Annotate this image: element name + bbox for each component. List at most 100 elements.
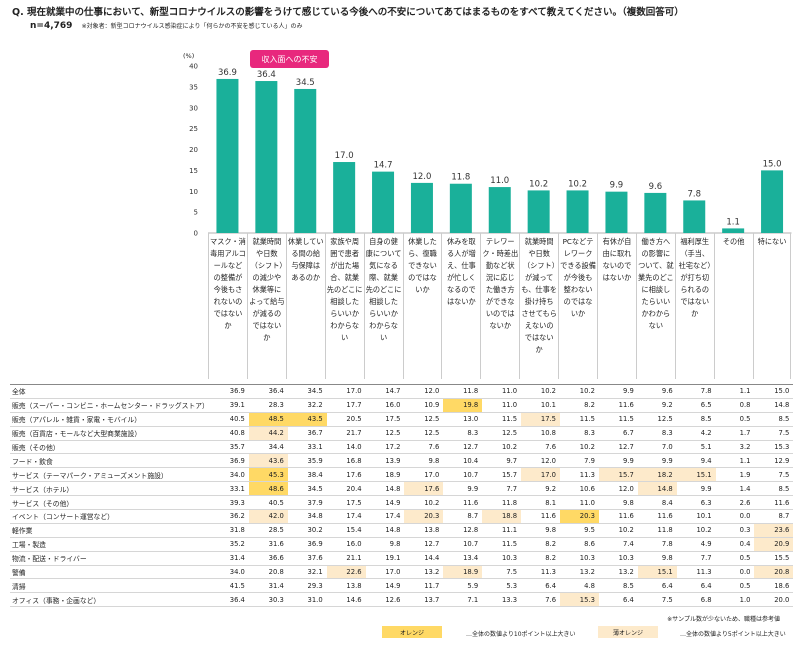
- table-cell: 7.8: [676, 384, 716, 399]
- table-cell: 44.2: [248, 426, 288, 441]
- table-cell: 13.8: [404, 523, 444, 538]
- table-cell: 7.7: [482, 481, 522, 497]
- table-cell: 30.2: [287, 523, 327, 538]
- legend-light-orange-swatch: 薄オレンジ: [598, 626, 658, 638]
- table-cell: 43.6: [248, 453, 288, 469]
- table-cell: 13.0: [443, 412, 483, 427]
- category-label: 休みを取る人が増え、仕事が忙しくなるのではないか: [441, 233, 480, 379]
- category-label: テレワーク・時差出勤など状況に応じた働き方ができないのではないか: [480, 233, 519, 379]
- table-cell: 32.1: [287, 565, 327, 580]
- y-tick-label: 5: [194, 209, 198, 217]
- category-label: 休業したら、復職できないのではないか: [402, 233, 442, 379]
- table-cell: 35.7: [210, 440, 249, 455]
- table-cell: 31.4: [210, 551, 249, 566]
- table-cell: 17.0: [365, 565, 405, 580]
- table-cell: 18.6: [754, 578, 794, 594]
- table-cell: 13.4: [443, 551, 483, 566]
- table-cell: 8.5: [598, 578, 638, 594]
- table-cell: 9.8: [637, 551, 677, 566]
- table-cell: 14.0: [326, 440, 366, 455]
- bar-value-label: 9.9: [610, 181, 624, 191]
- bar-value-label: 15.0: [763, 159, 782, 169]
- table-cell: 8.3: [443, 426, 483, 441]
- table-cell: 8.1: [521, 495, 561, 511]
- bar: [488, 187, 511, 233]
- table-cell: 20.3: [404, 509, 444, 524]
- table-row: 販売（百貨店・モールなど大型商業施設） 40.8 44.2 36.7 21.7 12.5 1…: [10, 426, 794, 441]
- table-cell: 19.8: [443, 398, 483, 413]
- table-cell: 0.0: [715, 509, 755, 524]
- table-cell: 12.0: [598, 481, 638, 497]
- table-cell: 17.4: [326, 509, 366, 524]
- bar: [216, 78, 239, 233]
- table-row: イベント（コンサート運営など） 36.2 42.0 34.8 17.4 17.4 20.3 8…: [10, 509, 794, 524]
- bar: [566, 190, 589, 233]
- table-cell: 17.7: [326, 398, 366, 413]
- bar-value-label: 10.2: [568, 179, 587, 189]
- table-cell: 9.5: [560, 523, 599, 538]
- table-cell: 20.9: [754, 537, 794, 552]
- bar: [644, 192, 667, 233]
- table-cell: 20.0: [754, 592, 794, 608]
- table-cell: 11.1: [482, 523, 522, 538]
- table-cell: 6.4: [598, 592, 638, 608]
- legend-light-orange-label: 薄オレンジ: [612, 629, 643, 637]
- row-label: 販売（アパレル・雑貨・家電・モバイル）: [10, 412, 210, 427]
- table-cell: 18.9: [365, 467, 405, 483]
- category-label: 特にない: [752, 233, 792, 379]
- table-cell: 18.9: [443, 565, 483, 580]
- table-cell: 36.2: [210, 509, 249, 524]
- table-cell: 6.7: [598, 426, 638, 441]
- table-cell: 21.7: [326, 426, 366, 441]
- table-cell: 5.9: [443, 578, 483, 594]
- table-cell: 34.0: [210, 467, 249, 483]
- table-row: 販売（その他） 35.7 34.4 33.1 14.0 17.2 7.6 12.7 10.2 7.…: [10, 440, 794, 455]
- table-cell: 36.4: [248, 384, 288, 399]
- category-label: その他: [713, 233, 753, 379]
- table-cell: 9.8: [404, 453, 444, 469]
- table-cell: 9.6: [637, 384, 677, 399]
- table-cell: 20.3: [560, 509, 599, 524]
- category-label: 家族や周囲で患者が出た場合、就業先のどこに相談したらいいかわからない: [324, 233, 364, 379]
- table-cell: 36.4: [210, 592, 249, 608]
- table-cell: 13.3: [482, 592, 522, 608]
- bar: [333, 162, 356, 233]
- y-tick-label: 40: [189, 63, 198, 71]
- row-label: フード・飲食: [10, 453, 210, 469]
- table-cell: 12.8: [443, 523, 483, 538]
- table-cell: 11.5: [598, 412, 638, 427]
- table-cell: 10.4: [443, 453, 483, 469]
- category-label: PCなどテレワークできる設備が今後も整わないのではないか: [558, 233, 597, 379]
- table-cell: 10.2: [521, 384, 561, 399]
- table-cell: 17.5: [365, 412, 405, 427]
- table-cell: 13.2: [598, 565, 638, 580]
- table-cell: 9.8: [365, 537, 405, 552]
- table-cell: 9.2: [521, 481, 561, 497]
- table-cell: 16.0: [326, 537, 366, 552]
- table-cell: 9.7: [482, 453, 522, 469]
- table-cell: 11.3: [560, 467, 599, 483]
- table-cell: 15.7: [598, 467, 638, 483]
- table-row: オフィス（事務・企画など） 36.4 30.3 31.0 14.6 12.6 13.7 7.1…: [10, 592, 794, 608]
- category-label: 休業している間の給与保障はあるのか: [285, 233, 325, 379]
- table-cell: 39.1: [210, 398, 249, 413]
- table-cell: 0.0: [715, 565, 755, 580]
- table-cell: 10.2: [560, 384, 599, 399]
- table-cell: 7.9: [560, 453, 599, 469]
- table-cell: 14.8: [365, 523, 405, 538]
- sample-note: ※対象者：新型コロナウイルス感染症により「何らかの不安を感じている人」のみ: [81, 23, 303, 30]
- table-cell: 35.9: [287, 453, 327, 469]
- table-cell: 40.5: [248, 495, 288, 511]
- category-label: マスク・消毒用アルコールなどの整備が今後もされないのではないか: [208, 233, 247, 379]
- table-cell: 8.2: [521, 551, 561, 566]
- table-cell: 7.0: [637, 440, 677, 455]
- table-cell: 10.1: [676, 509, 716, 524]
- table-cell: 15.1: [676, 467, 716, 483]
- table-cell: 10.2: [404, 495, 444, 511]
- table-row: 警備 34.0 20.8 32.1 22.6 17.0 13.2 18.9 7.5 11.3 13.…: [10, 565, 794, 580]
- table-cell: 40.8: [210, 426, 249, 441]
- table-cell: 36.9: [210, 384, 249, 399]
- table-cell: 14.8: [754, 398, 794, 413]
- table-cell: 17.0: [326, 384, 366, 399]
- table-cell: 42.0: [248, 509, 288, 524]
